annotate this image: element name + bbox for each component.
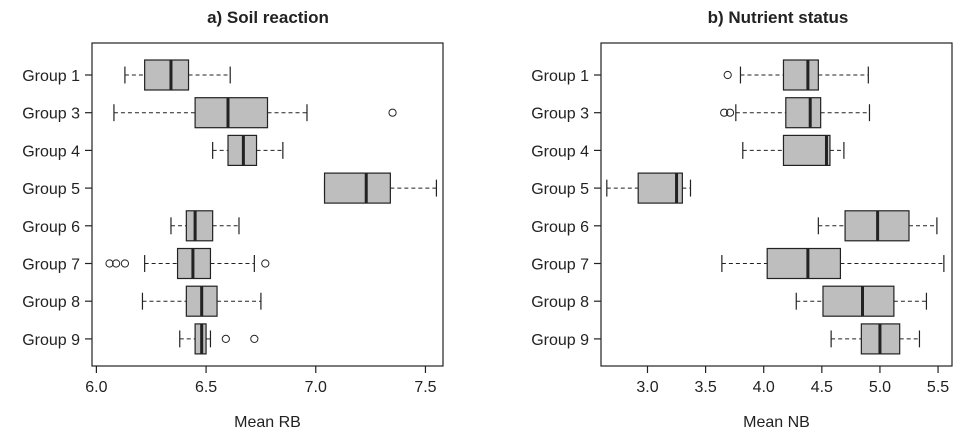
outlier-point	[725, 108, 735, 117]
x-tick-label: 3.5	[694, 379, 716, 396]
panel-soil: a) Soil reaction 6.0 6.5 7.0 7.5 Mean RB Group…	[22, 8, 444, 431]
group-label: Group 4	[531, 143, 589, 160]
iqr-box	[785, 97, 822, 129]
iqr-box	[194, 97, 269, 129]
box-row: Group 1	[531, 59, 869, 91]
group-label: Group 6	[531, 219, 589, 236]
x-tick-label: 4.5	[811, 379, 833, 396]
iqr-box	[782, 59, 819, 91]
x-tick-label: 4.0	[753, 379, 775, 396]
group-label: Group 4	[22, 143, 80, 160]
plot-frame	[91, 42, 444, 367]
chart-title: b) Nutrient status	[708, 8, 849, 27]
outlier-point	[112, 259, 121, 268]
x-tick-label: 3.0	[636, 379, 658, 396]
iqr-box	[185, 210, 214, 242]
x-tick-label: 5.5	[927, 379, 949, 396]
box-row: Group 3	[531, 97, 871, 129]
outlier-point	[120, 259, 130, 268]
box-row: Group 8	[22, 285, 262, 317]
outlier-point	[105, 259, 114, 268]
group-label: Group 1	[531, 68, 589, 85]
box-row: Group 3	[22, 97, 397, 129]
x-tick-label: 6.5	[195, 379, 217, 396]
chart-title: a) Soil reaction	[207, 8, 329, 27]
box-row: Group 4	[531, 134, 845, 166]
outlier-point	[261, 259, 270, 268]
group-label: Group 5	[531, 181, 589, 198]
box-row: Group 4	[22, 134, 284, 166]
outlier-point	[723, 70, 732, 80]
box-row: Group 5	[531, 172, 692, 204]
x-tick-label: 5.0	[869, 379, 891, 396]
box-row: Group 7	[22, 247, 270, 280]
group-label: Group 7	[531, 257, 589, 274]
panel-nutrient: b) Nutrient status 3.0 3.5 4.0 4.5 5.0 5.5 Mean…	[531, 8, 953, 431]
iqr-box	[822, 285, 895, 317]
outlier-point	[388, 108, 397, 117]
box-row: Group 6	[22, 210, 240, 242]
box-row: Group 6	[531, 210, 938, 242]
iqr-box	[782, 134, 831, 166]
iqr-box	[323, 172, 391, 204]
box-row: Group 8	[531, 285, 928, 317]
x-axis-label: Mean NB	[743, 414, 810, 431]
iqr-box	[144, 59, 190, 91]
box-row: Group 7	[531, 247, 945, 280]
group-label: Group 5	[22, 181, 80, 198]
outlier-point	[221, 334, 230, 343]
group-label: Group 6	[22, 219, 80, 236]
group-label: Group 9	[22, 332, 80, 349]
outlier-point	[250, 334, 259, 343]
group-label: Group 8	[531, 294, 589, 311]
box-row: Group 9	[531, 323, 921, 355]
group-label: Group 1	[22, 68, 80, 85]
group-label: Group 3	[531, 106, 589, 123]
box-row: Group 9	[22, 323, 259, 355]
outlier-point	[720, 108, 729, 117]
group-label: Group 3	[22, 106, 80, 123]
x-tick-label: 7.5	[414, 379, 436, 396]
x-axis-label: Mean RB	[234, 414, 301, 431]
group-label: Group 7	[22, 257, 80, 274]
plot-frame	[600, 42, 953, 367]
box-row: Group 1	[22, 59, 231, 91]
iqr-box	[637, 172, 683, 204]
x-tick-label: 6.0	[85, 379, 107, 396]
group-label: Group 8	[22, 294, 80, 311]
group-label: Group 9	[531, 332, 589, 349]
iqr-box	[766, 247, 842, 280]
box-row: Group 5	[22, 172, 438, 204]
x-tick-label: 7.0	[305, 379, 327, 396]
